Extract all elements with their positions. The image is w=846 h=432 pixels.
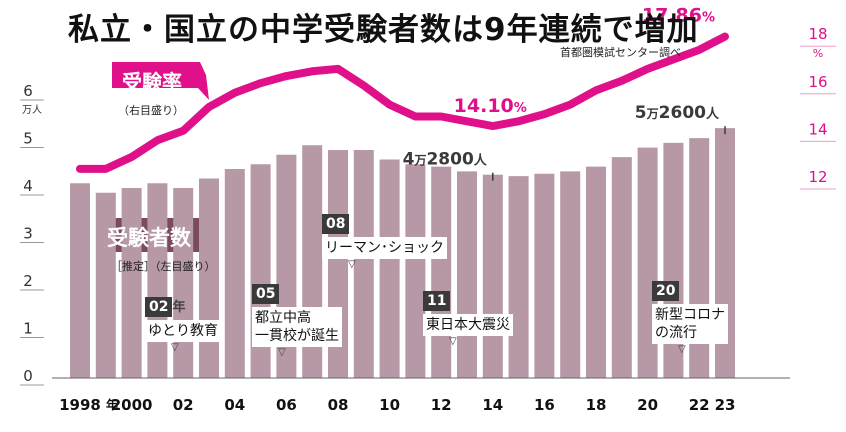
x-tick-suffix: 年: [106, 397, 118, 412]
bar: [611, 157, 632, 378]
x-tick-label: 14: [482, 396, 503, 414]
right-tick-label: 12: [808, 168, 827, 186]
event-year-tag: 02: [145, 297, 173, 317]
x-tick-label: 22: [689, 396, 710, 414]
bar: [508, 176, 529, 378]
bar: [586, 166, 606, 378]
bar: [121, 188, 142, 378]
event-arrow-icon: ▽: [278, 347, 286, 358]
rate-line: [76, 32, 729, 173]
x-tick-label: 08: [328, 396, 349, 414]
left-tick-label: 6: [23, 82, 33, 100]
event-text: ゆとり教育: [145, 320, 221, 342]
event-arrow-icon: ▽: [678, 344, 686, 355]
event-text: 都立中高 一貫校が誕生: [252, 307, 342, 347]
count-caption-sub: ［推定］（左目盛り）: [111, 260, 216, 273]
rate-value-label: 14.10%: [454, 95, 527, 117]
event-annotation: 20 新型コロナ の流行 ▽: [652, 280, 728, 356]
event-year-tag: 11: [423, 291, 451, 311]
count-value-label: 5万2600人: [635, 103, 726, 135]
event-arrow-icon: ▽: [171, 342, 179, 353]
event-year-tag: 08: [322, 214, 350, 234]
event-tag-row: 08: [322, 213, 447, 234]
x-tick-label: 2000: [111, 396, 153, 414]
rate-value-label: 17.86%: [642, 5, 715, 27]
event-annotation: 11 東日本大震災 ▽: [423, 290, 513, 348]
left-axis-unit: 万人: [22, 104, 42, 116]
event-text: リーマン･ショック: [322, 237, 447, 259]
right-axis: 12 14 16 18%: [800, 25, 836, 190]
bar: [95, 192, 116, 378]
left-tick-label: 5: [23, 130, 33, 148]
x-tick-label: 10: [379, 396, 400, 414]
left-tick-label: 3: [23, 225, 33, 243]
x-tick-label: 04: [224, 396, 245, 414]
right-tick-label: 16: [808, 73, 827, 91]
count-caption: 受験者数: [107, 226, 191, 250]
event-text: 新型コロナ の流行: [652, 304, 728, 344]
left-axis: 0 1 2 3 4 5 6 万人: [20, 82, 44, 386]
event-arrow-icon: ▽: [348, 259, 356, 270]
event-annotation: 02 年ゆとり教育 ▽: [145, 296, 221, 354]
bar: [70, 183, 90, 378]
right-axis-unit: %: [813, 47, 823, 60]
chart-title: 私立・国立の中学受験者数は9年連続で増加: [68, 12, 699, 48]
bar: [224, 169, 245, 378]
rate-caption-badge: [112, 62, 209, 100]
rate-value-text: 14.10%: [454, 95, 527, 117]
left-tick-label: 1: [23, 320, 33, 338]
left-tick-label: 4: [23, 177, 33, 195]
bar: [353, 150, 374, 378]
event-text: 東日本大震災: [423, 314, 513, 336]
x-tick-label: 23: [715, 396, 736, 414]
right-tick-label: 18: [808, 25, 827, 43]
left-tick-label: 2: [23, 272, 33, 290]
x-tick-label: 20: [637, 396, 658, 414]
event-tag-row: 02 年: [145, 296, 221, 317]
source-note: 首都圏模試センター調べ: [560, 46, 681, 59]
x-tick-label: 18: [586, 396, 607, 414]
bar: [379, 159, 400, 378]
event-annotation: 05 都立中高 一貫校が誕生 ▽: [252, 283, 342, 359]
x-tick-label: 1998: [59, 396, 101, 414]
rate-caption-sub: （右目盛り）: [118, 104, 184, 117]
count-value-text: 4万2800人: [403, 150, 488, 170]
event-annotation: 08 リーマン･ショック ▽: [322, 213, 447, 271]
x-tick-label: 16: [534, 396, 555, 414]
count-value-label: 4万2800人: [403, 150, 494, 181]
bar: [560, 171, 581, 378]
event-tag-row: 20: [652, 280, 728, 301]
x-tick-label: 06: [276, 396, 297, 414]
x-tick-label: 02: [173, 396, 194, 414]
left-tick-label: 0: [23, 367, 33, 385]
event-year-tag: 05: [252, 284, 280, 304]
rate-value-text: 17.86%: [642, 5, 715, 27]
event-tag-row: 11: [423, 290, 513, 311]
x-tick-label: 12: [431, 396, 452, 414]
event-tag-row: 05: [252, 283, 342, 304]
count-value-text: 5万2600人: [635, 103, 720, 123]
right-tick-label: 14: [808, 120, 827, 138]
event-year-suffix: 年: [172, 300, 186, 315]
bar: [534, 173, 555, 378]
rate-caption: 受験率: [122, 70, 182, 94]
event-arrow-icon: ▽: [449, 336, 457, 347]
bar: [405, 164, 426, 378]
event-year-tag: 20: [652, 281, 680, 301]
